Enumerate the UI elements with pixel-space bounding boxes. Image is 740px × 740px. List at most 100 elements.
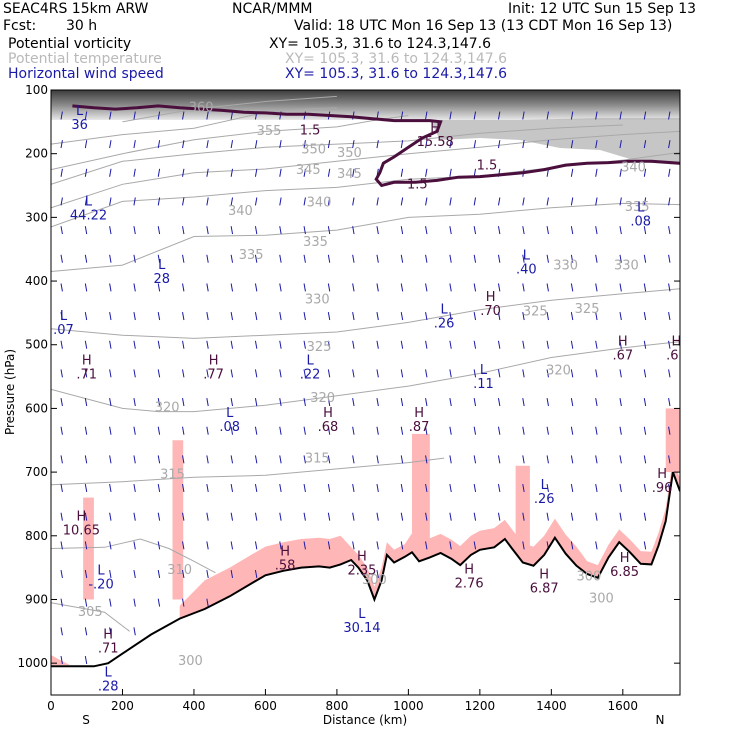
y-tick-label-9: 1000 bbox=[17, 656, 48, 670]
wind-arrow-126 bbox=[206, 455, 209, 464]
y-tick-label-2: 300 bbox=[25, 210, 48, 224]
wind-arrow-96 bbox=[182, 111, 185, 120]
wind-arrow-75 bbox=[133, 569, 136, 579]
hl-symbol-0: L bbox=[76, 104, 84, 119]
hl-value-10: .77 bbox=[203, 368, 224, 383]
wind-arrow-332 bbox=[522, 283, 525, 292]
theta-label-12: 330 bbox=[553, 259, 578, 274]
wind-arrow-107 bbox=[182, 426, 185, 435]
wind-arrow-1 bbox=[60, 140, 63, 149]
wind-arrow-275 bbox=[425, 455, 428, 464]
hl-symbol-15: L bbox=[226, 406, 234, 421]
wind-arrow-141 bbox=[230, 369, 234, 378]
hl-value-16: .68 bbox=[318, 420, 339, 435]
wind-arrow-188 bbox=[303, 283, 306, 292]
x-axis-title: Distance (km) bbox=[323, 713, 407, 727]
wind-arrow-161 bbox=[254, 455, 258, 464]
wind-arrow-76 bbox=[133, 598, 136, 607]
x-tick-label-8: 1600 bbox=[608, 699, 639, 713]
wind-arrow-150 bbox=[254, 140, 258, 149]
wind-arrow-422 bbox=[668, 140, 671, 149]
wind-arrow-162 bbox=[254, 484, 258, 493]
wind-arrow-145 bbox=[230, 484, 234, 493]
wind-arrow-86 bbox=[157, 340, 161, 349]
wind-arrow-207 bbox=[327, 369, 331, 378]
wind-arrow-38 bbox=[84, 627, 88, 636]
wind-arrow-425 bbox=[668, 226, 671, 235]
wind-arrow-363 bbox=[570, 254, 574, 263]
wind-arrow-137 bbox=[230, 254, 234, 263]
hl-symbol-11: L bbox=[306, 354, 314, 369]
wind-arrow-404 bbox=[619, 512, 622, 521]
wind-arrow-8 bbox=[60, 340, 63, 349]
wind-arrow-283 bbox=[449, 226, 452, 235]
wind-arrow-85 bbox=[157, 312, 161, 321]
hl-symbol-17: H bbox=[414, 406, 424, 421]
wind-arrow-262 bbox=[400, 541, 404, 550]
wind-arrow-53 bbox=[109, 484, 112, 493]
wind-arrow-325 bbox=[497, 512, 501, 521]
wind-arrow-308 bbox=[473, 484, 477, 493]
wind-arrow-183 bbox=[303, 140, 306, 149]
wind-arrow-347 bbox=[546, 254, 549, 263]
wind-arrow-134 bbox=[230, 168, 234, 177]
wind-arrow-154 bbox=[254, 254, 258, 263]
hl-symbol-24: H bbox=[464, 562, 474, 577]
wind-arrow-117 bbox=[206, 197, 209, 206]
wind-arrow-226 bbox=[352, 455, 355, 464]
wind-arrow-190 bbox=[303, 340, 306, 349]
wind-arrow-211 bbox=[327, 484, 331, 493]
theta-label-27: 300 bbox=[576, 569, 601, 584]
wind-arrow-379 bbox=[595, 254, 598, 263]
wind-arrow-106 bbox=[182, 398, 185, 407]
wind-arrow-298 bbox=[473, 197, 477, 206]
wind-arrow-238 bbox=[376, 340, 379, 349]
wind-arrow-305 bbox=[473, 398, 477, 407]
wind-arrow-102 bbox=[182, 283, 185, 292]
wind-arrow-246 bbox=[376, 569, 379, 579]
wind-arrow-170 bbox=[279, 226, 282, 235]
pv-label-2: 1.5 bbox=[477, 159, 498, 174]
wind-arrow-247 bbox=[400, 111, 404, 120]
wind-arrow-217 bbox=[352, 197, 355, 206]
wind-arrow-383 bbox=[595, 369, 598, 378]
hl-value-26: 6.85 bbox=[610, 565, 639, 580]
wind-arrow-322 bbox=[497, 426, 501, 435]
hl-symbol-2: L bbox=[85, 194, 93, 209]
wind-arrow-254 bbox=[400, 312, 404, 321]
wind-arrow-426 bbox=[668, 254, 671, 263]
wind-arrow-410 bbox=[643, 254, 647, 263]
theta-label-28: 300 bbox=[362, 573, 387, 588]
theta-label-24: 355 bbox=[257, 124, 282, 139]
wind-arrow-348 bbox=[546, 283, 549, 292]
wind-arrow-248 bbox=[400, 140, 404, 149]
wind-arrow-159 bbox=[254, 398, 258, 407]
wind-arrow-218 bbox=[352, 226, 355, 235]
wind-arrow-286 bbox=[449, 312, 452, 321]
theta-label-5: 320 bbox=[155, 401, 180, 416]
wind-arrow-292 bbox=[449, 484, 452, 493]
wind-arrow-294 bbox=[449, 541, 452, 550]
wind-arrow-34 bbox=[84, 512, 88, 521]
hl-value-6: .70 bbox=[480, 304, 501, 319]
header-init: Init: 12 UTC Sun 15 Sep 13 bbox=[508, 1, 697, 17]
wind-arrow-346 bbox=[546, 226, 549, 235]
wind-arrow-406 bbox=[643, 140, 647, 149]
wind-arrow-168 bbox=[279, 168, 282, 177]
wind-arrow-13 bbox=[60, 484, 63, 493]
wind-arrow-245 bbox=[376, 541, 379, 550]
wind-arrow-432 bbox=[668, 426, 671, 435]
wind-arrow-33 bbox=[84, 484, 88, 493]
wind-arrow-94 bbox=[157, 569, 161, 579]
wind-arrow-49 bbox=[109, 369, 112, 378]
wind-arrow-133 bbox=[230, 140, 234, 149]
pv-shade-band bbox=[179, 459, 680, 619]
wind-arrow-237 bbox=[376, 312, 379, 321]
x-tick-label-4: 800 bbox=[325, 699, 348, 713]
wind-arrow-234 bbox=[376, 226, 379, 235]
pv-contour-1-5 bbox=[72, 104, 680, 188]
hl-value-8: .07 bbox=[53, 323, 74, 338]
wind-arrow-84 bbox=[157, 283, 161, 292]
wind-arrow-185 bbox=[303, 197, 306, 206]
